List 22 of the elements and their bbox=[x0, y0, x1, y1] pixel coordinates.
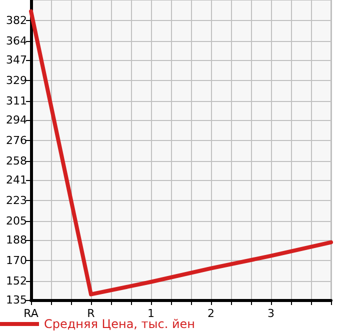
y-tick-label: 382 bbox=[6, 14, 27, 27]
y-tick-label: 347 bbox=[6, 54, 27, 66]
y-tick-label: 152 bbox=[6, 274, 27, 288]
y-tick-label: 329 bbox=[6, 74, 27, 87]
x-tick-label: R bbox=[87, 307, 96, 320]
y-tick-label: 241 bbox=[6, 174, 27, 186]
y-tick-label: 205 bbox=[6, 214, 27, 228]
y-tick-label: 294 bbox=[6, 114, 27, 126]
y-tick-label: 364 bbox=[6, 34, 27, 48]
x-tick-label: 2 bbox=[208, 307, 214, 320]
y-tick-label: 311 bbox=[6, 94, 27, 108]
y-tick-label: 223 bbox=[6, 194, 27, 207]
y-tick-label: 258 bbox=[6, 154, 27, 168]
y-tick-label: 170 bbox=[6, 254, 27, 267]
x-tick-label: RA bbox=[24, 307, 39, 320]
x-tick-label: 1 bbox=[148, 307, 154, 320]
legend-label: Средняя Цена, тыс. йен bbox=[44, 317, 196, 331]
y-tick-label: 135 bbox=[6, 294, 27, 306]
y-tick-label: 188 bbox=[6, 234, 27, 246]
y-tick-label: 276 bbox=[6, 134, 27, 147]
x-tick-label: 3 bbox=[268, 307, 274, 320]
line-series bbox=[29, 9, 333, 296]
